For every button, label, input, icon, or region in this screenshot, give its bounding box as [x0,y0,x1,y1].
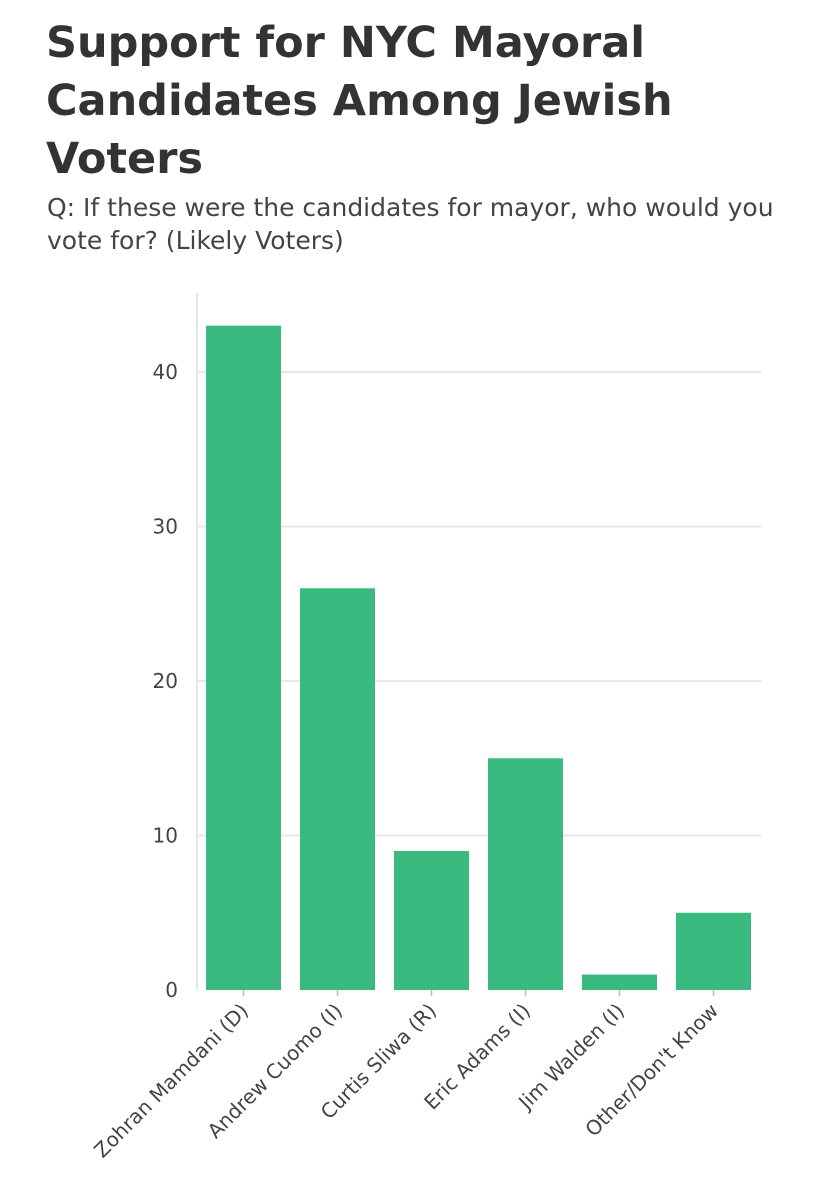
y-axis-ticks: 0 10 20 30 40 [153,360,178,1002]
y-tick-label: 20 [153,669,178,693]
x-tick-label: Zohran Mamdani (D) [89,999,253,1163]
y-tick-label: 30 [153,515,178,539]
x-axis-ticks: Zohran Mamdani (D)Andrew Cuomo (I)Curtis… [89,990,723,1162]
bar [582,974,657,990]
bar [676,912,751,990]
bar [206,325,281,990]
y-tick-label: 10 [153,824,178,848]
y-tick-label: 0 [165,978,178,1002]
y-tick-label: 40 [153,360,178,384]
bars [206,325,751,990]
bar [300,588,375,990]
bar [394,850,469,990]
bar [488,758,563,990]
chart-title: Support for NYC Mayoral Candidates Among… [46,18,673,184]
chart-subtitle: Q: If these were the candidates for mayo… [47,193,774,255]
gridlines [197,371,761,837]
